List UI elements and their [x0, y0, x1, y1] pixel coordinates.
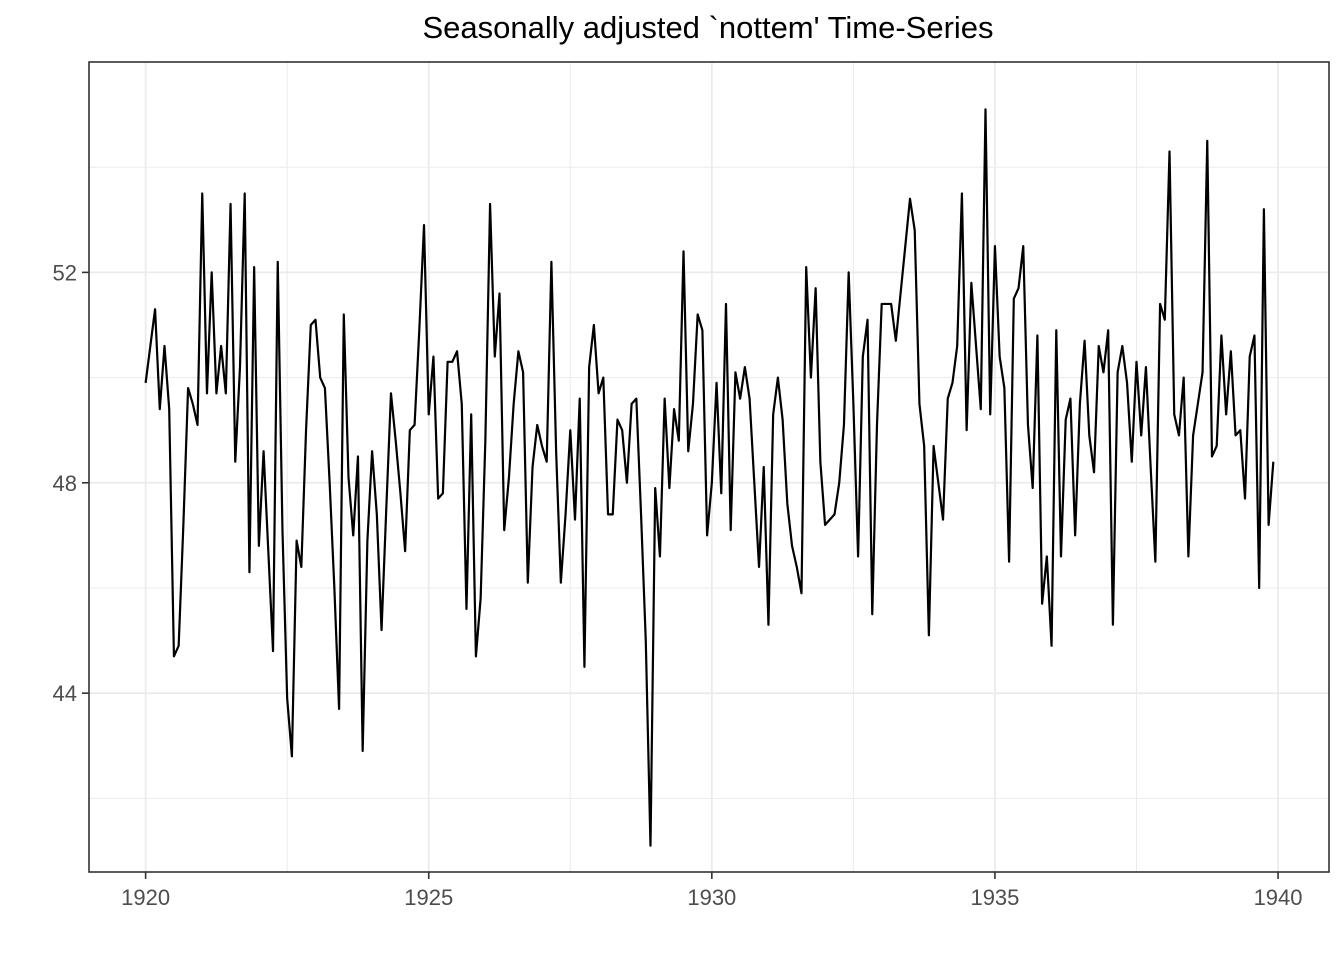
y-tick-label: 48 — [53, 471, 77, 496]
chart-title: Seasonally adjusted `nottem' Time-Series — [422, 10, 994, 45]
y-tick-label: 44 — [53, 681, 77, 706]
x-axis: 1920 1925 1930 1935 1940 — [121, 872, 1303, 910]
x-tick-label: 1930 — [687, 885, 736, 910]
series-line — [144, 108, 1275, 847]
plot-border — [88, 61, 1330, 873]
y-axis: 44 48 52 — [53, 260, 89, 706]
y-tick-label: 52 — [53, 260, 77, 285]
x-tick-label: 1935 — [970, 885, 1019, 910]
x-tick-label: 1940 — [1254, 885, 1303, 910]
x-tick-label: 1925 — [404, 885, 453, 910]
minor-gridlines — [89, 62, 1329, 872]
x-tick-label: 1920 — [121, 885, 170, 910]
